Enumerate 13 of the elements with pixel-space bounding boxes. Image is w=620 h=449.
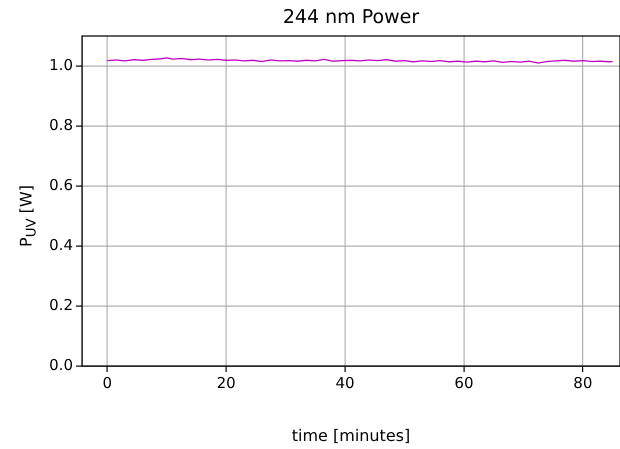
x-axis-title: time [minutes] — [290, 426, 412, 445]
y-tick-label: 0.2 — [49, 296, 73, 314]
y-tick-label: 1.0 — [49, 56, 73, 74]
x-tick-label: 80 — [573, 374, 592, 392]
x-tick-label: 40 — [336, 374, 355, 392]
y-tick-label: 0.8 — [49, 116, 73, 134]
y-tick-label: 0.0 — [49, 356, 73, 374]
x-tick-label: 0 — [102, 374, 112, 392]
x-tick-label: 20 — [216, 374, 236, 392]
y-tick-label: 0.6 — [49, 176, 73, 194]
y-tick-label: 0.4 — [49, 236, 73, 254]
chart-title: 244 nm Power — [282, 6, 420, 28]
x-tick-label: 60 — [454, 374, 474, 392]
